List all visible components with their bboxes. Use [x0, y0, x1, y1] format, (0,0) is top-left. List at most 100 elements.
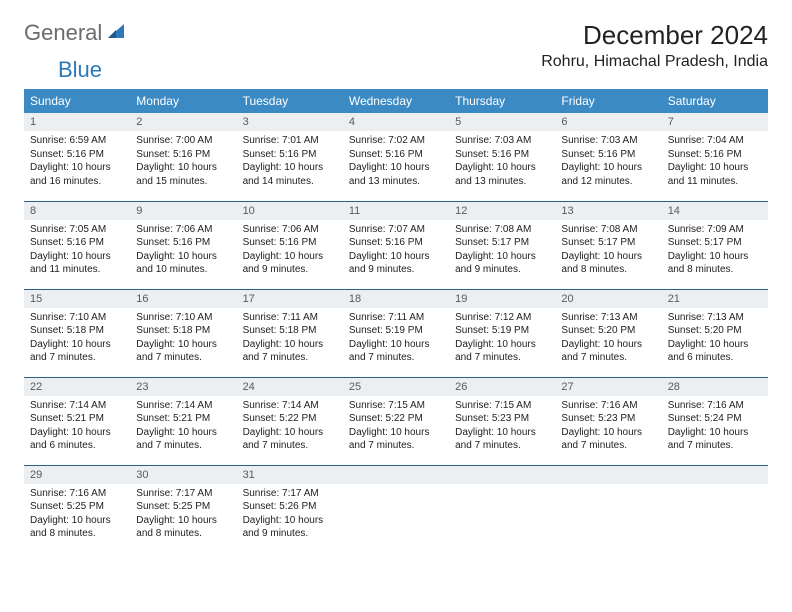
day-content: Sunrise: 7:05 AMSunset: 5:16 PMDaylight:… [24, 220, 130, 281]
day-number: 21 [662, 290, 768, 308]
calendar-day-cell: 29Sunrise: 7:16 AMSunset: 5:25 PMDayligh… [24, 465, 130, 553]
sunset-line: Sunset: 5:16 PM [349, 236, 443, 250]
day-number: 22 [24, 378, 130, 396]
day-header: Saturday [662, 89, 768, 113]
daylight-line: Daylight: 10 hours and 15 minutes. [136, 161, 230, 188]
sunset-line: Sunset: 5:26 PM [243, 500, 337, 514]
calendar-empty-cell [555, 465, 661, 553]
day-header: Sunday [24, 89, 130, 113]
calendar-day-cell: 31Sunrise: 7:17 AMSunset: 5:26 PMDayligh… [237, 465, 343, 553]
daylight-line: Daylight: 10 hours and 8 minutes. [668, 250, 762, 277]
sunset-line: Sunset: 5:16 PM [243, 236, 337, 250]
sunrise-line: Sunrise: 7:10 AM [30, 311, 124, 325]
calendar-week-row: 29Sunrise: 7:16 AMSunset: 5:25 PMDayligh… [24, 465, 768, 553]
sunset-line: Sunset: 5:18 PM [243, 324, 337, 338]
day-content: Sunrise: 7:15 AMSunset: 5:23 PMDaylight:… [449, 396, 555, 457]
sunrise-line: Sunrise: 7:15 AM [455, 399, 549, 413]
sunrise-line: Sunrise: 7:11 AM [349, 311, 443, 325]
daylight-line: Daylight: 10 hours and 7 minutes. [30, 338, 124, 365]
sunrise-line: Sunrise: 7:04 AM [668, 134, 762, 148]
day-number: 25 [343, 378, 449, 396]
day-number: 15 [24, 290, 130, 308]
day-content: Sunrise: 7:08 AMSunset: 5:17 PMDaylight:… [449, 220, 555, 281]
day-number: 5 [449, 113, 555, 131]
day-number: 8 [24, 202, 130, 220]
day-number: 9 [130, 202, 236, 220]
day-content: Sunrise: 7:14 AMSunset: 5:22 PMDaylight:… [237, 396, 343, 457]
day-number: 26 [449, 378, 555, 396]
sunset-line: Sunset: 5:23 PM [455, 412, 549, 426]
calendar-day-cell: 30Sunrise: 7:17 AMSunset: 5:25 PMDayligh… [130, 465, 236, 553]
day-number: 4 [343, 113, 449, 131]
calendar-day-cell: 28Sunrise: 7:16 AMSunset: 5:24 PMDayligh… [662, 377, 768, 465]
day-content: Sunrise: 7:02 AMSunset: 5:16 PMDaylight:… [343, 131, 449, 192]
day-number: 20 [555, 290, 661, 308]
day-number: 27 [555, 378, 661, 396]
day-number: 14 [662, 202, 768, 220]
day-content: Sunrise: 7:09 AMSunset: 5:17 PMDaylight:… [662, 220, 768, 281]
logo: General [24, 20, 128, 46]
day-content: Sunrise: 7:13 AMSunset: 5:20 PMDaylight:… [555, 308, 661, 369]
sunrise-line: Sunrise: 7:05 AM [30, 223, 124, 237]
daylight-line: Daylight: 10 hours and 16 minutes. [30, 161, 124, 188]
sunset-line: Sunset: 5:19 PM [455, 324, 549, 338]
daylight-line: Daylight: 10 hours and 7 minutes. [455, 426, 549, 453]
day-content: Sunrise: 7:13 AMSunset: 5:20 PMDaylight:… [662, 308, 768, 369]
day-number: 24 [237, 378, 343, 396]
calendar-body: 1Sunrise: 6:59 AMSunset: 5:16 PMDaylight… [24, 113, 768, 553]
sunrise-line: Sunrise: 7:13 AM [668, 311, 762, 325]
daylight-line: Daylight: 10 hours and 8 minutes. [30, 514, 124, 541]
day-content: Sunrise: 7:16 AMSunset: 5:23 PMDaylight:… [555, 396, 661, 457]
calendar-table: SundayMondayTuesdayWednesdayThursdayFrid… [24, 89, 768, 553]
day-content: Sunrise: 7:17 AMSunset: 5:26 PMDaylight:… [237, 484, 343, 545]
day-number: 10 [237, 202, 343, 220]
title-block: December 2024 Rohru, Himachal Pradesh, I… [541, 20, 768, 71]
logo-word-general: General [24, 20, 102, 46]
sunrise-line: Sunrise: 7:11 AM [243, 311, 337, 325]
sunset-line: Sunset: 5:16 PM [455, 148, 549, 162]
sunrise-line: Sunrise: 6:59 AM [30, 134, 124, 148]
sunset-line: Sunset: 5:16 PM [561, 148, 655, 162]
sunrise-line: Sunrise: 7:09 AM [668, 223, 762, 237]
sunset-line: Sunset: 5:16 PM [30, 148, 124, 162]
calendar-empty-cell [449, 465, 555, 553]
daylight-line: Daylight: 10 hours and 7 minutes. [455, 338, 549, 365]
day-header: Thursday [449, 89, 555, 113]
day-content: Sunrise: 7:04 AMSunset: 5:16 PMDaylight:… [662, 131, 768, 192]
daylight-line: Daylight: 10 hours and 12 minutes. [561, 161, 655, 188]
calendar-day-cell: 25Sunrise: 7:15 AMSunset: 5:22 PMDayligh… [343, 377, 449, 465]
daylight-line: Daylight: 10 hours and 11 minutes. [30, 250, 124, 277]
daylight-line: Daylight: 10 hours and 13 minutes. [349, 161, 443, 188]
sunset-line: Sunset: 5:16 PM [136, 236, 230, 250]
sunset-line: Sunset: 5:17 PM [668, 236, 762, 250]
sunset-line: Sunset: 5:16 PM [30, 236, 124, 250]
calendar-empty-cell [662, 465, 768, 553]
calendar-day-cell: 17Sunrise: 7:11 AMSunset: 5:18 PMDayligh… [237, 289, 343, 377]
sunrise-line: Sunrise: 7:16 AM [561, 399, 655, 413]
daylight-line: Daylight: 10 hours and 8 minutes. [136, 514, 230, 541]
day-number: 19 [449, 290, 555, 308]
day-header: Tuesday [237, 89, 343, 113]
calendar-day-cell: 4Sunrise: 7:02 AMSunset: 5:16 PMDaylight… [343, 113, 449, 201]
calendar-empty-cell [343, 465, 449, 553]
calendar-day-cell: 11Sunrise: 7:07 AMSunset: 5:16 PMDayligh… [343, 201, 449, 289]
logo-word-blue: Blue [58, 57, 102, 83]
daylight-line: Daylight: 10 hours and 7 minutes. [136, 426, 230, 453]
sunset-line: Sunset: 5:17 PM [455, 236, 549, 250]
calendar-day-cell: 3Sunrise: 7:01 AMSunset: 5:16 PMDaylight… [237, 113, 343, 201]
sunset-line: Sunset: 5:18 PM [136, 324, 230, 338]
day-content: Sunrise: 6:59 AMSunset: 5:16 PMDaylight:… [24, 131, 130, 192]
daylight-line: Daylight: 10 hours and 8 minutes. [561, 250, 655, 277]
sunrise-line: Sunrise: 7:03 AM [455, 134, 549, 148]
sunrise-line: Sunrise: 7:02 AM [349, 134, 443, 148]
sunrise-line: Sunrise: 7:00 AM [136, 134, 230, 148]
daylight-line: Daylight: 10 hours and 11 minutes. [668, 161, 762, 188]
sunset-line: Sunset: 5:21 PM [30, 412, 124, 426]
sunrise-line: Sunrise: 7:16 AM [668, 399, 762, 413]
sunset-line: Sunset: 5:25 PM [136, 500, 230, 514]
day-number-empty [449, 466, 555, 484]
day-content: Sunrise: 7:15 AMSunset: 5:22 PMDaylight:… [343, 396, 449, 457]
day-number: 17 [237, 290, 343, 308]
day-content: Sunrise: 7:16 AMSunset: 5:24 PMDaylight:… [662, 396, 768, 457]
sunrise-line: Sunrise: 7:03 AM [561, 134, 655, 148]
